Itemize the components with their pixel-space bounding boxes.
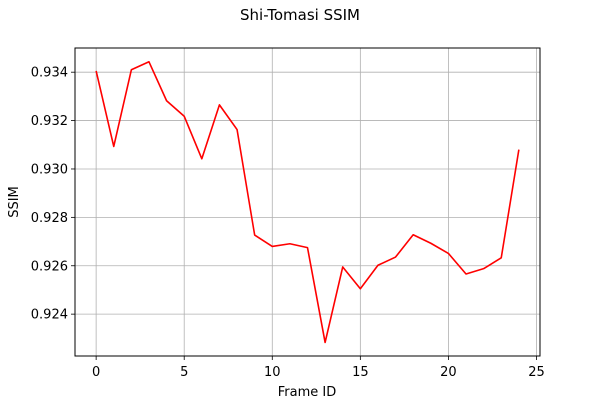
y-tick-label: 0.932: [31, 114, 68, 129]
x-tick-label: 10: [264, 365, 281, 380]
y-tick-label: 0.930: [31, 162, 68, 177]
x-tick-label: 0: [92, 365, 100, 380]
grid: [75, 48, 540, 356]
x-tick-label: 5: [180, 365, 188, 380]
y-axis-label: SSIM: [7, 186, 22, 218]
y-tick-label: 0.934: [31, 66, 68, 81]
x-tick-label: 15: [352, 365, 369, 380]
y-tick-label: 0.928: [31, 211, 68, 226]
series-line: [95, 60, 520, 344]
x-tick-label: 20: [440, 365, 457, 380]
x-axis-ticks: 0 5 10 15 20 25: [92, 356, 545, 380]
plot-area-frame: [74, 47, 541, 357]
y-tick-label: 0.926: [31, 259, 68, 274]
series-layer: [95, 60, 520, 344]
y-tick-label: 0.924: [31, 308, 68, 323]
x-axis-label: Frame ID: [278, 385, 336, 400]
y-axis-ticks: 0.924 0.926 0.928 0.930 0.932 0.934: [31, 66, 75, 323]
chart-title: Shi-Tomasi SSIM: [240, 6, 360, 24]
x-tick-label: 25: [528, 365, 545, 380]
